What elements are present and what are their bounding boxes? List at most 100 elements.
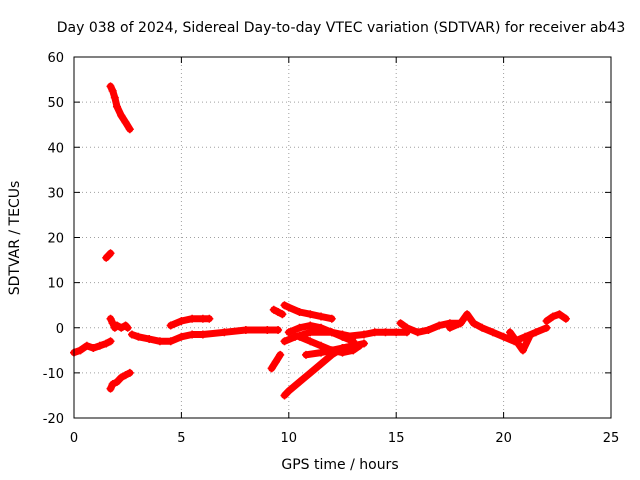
data-point — [125, 368, 134, 377]
data-point — [396, 319, 405, 328]
data-point — [112, 102, 121, 111]
series-arc-19 — [506, 328, 533, 354]
data-point — [456, 319, 465, 328]
data-point — [127, 330, 136, 339]
data-point — [512, 337, 521, 346]
data-point — [274, 326, 283, 335]
data-point — [106, 249, 115, 258]
data-point — [317, 359, 326, 368]
data-point — [188, 314, 197, 323]
data-point — [177, 332, 186, 341]
data-point — [95, 341, 104, 350]
data-point — [110, 93, 119, 102]
data-point — [542, 316, 551, 325]
data-point — [269, 305, 278, 314]
data-point — [317, 323, 326, 332]
y-axis-label: SDTVAR / TECUs — [7, 181, 23, 296]
x-tick-label: 20 — [495, 431, 512, 446]
data-point — [106, 82, 115, 91]
data-point — [123, 323, 132, 332]
y-tick-label: 50 — [47, 96, 64, 111]
grid — [74, 57, 611, 418]
data-point — [177, 316, 186, 325]
y-tick-label: 20 — [47, 232, 64, 247]
data-point — [106, 337, 115, 346]
data-point — [280, 391, 289, 400]
data-point — [106, 314, 115, 323]
x-tick-label: 15 — [388, 431, 405, 446]
y-tick-label: 10 — [47, 277, 64, 292]
data-point — [280, 337, 289, 346]
data-point — [413, 328, 422, 337]
data-point — [549, 312, 558, 321]
data-point — [155, 337, 164, 346]
data-point — [327, 346, 336, 355]
data-point — [317, 341, 326, 350]
data-point — [306, 310, 315, 319]
data-point — [525, 332, 534, 341]
data-point — [121, 371, 130, 380]
data-point — [306, 321, 315, 330]
data-series — [70, 82, 570, 400]
data-point — [359, 339, 368, 348]
data-point — [125, 125, 134, 134]
data-point — [106, 384, 115, 393]
data-point — [463, 310, 472, 319]
series-arc-20 — [543, 310, 570, 325]
data-point — [112, 321, 121, 330]
data-point — [276, 350, 285, 359]
data-point — [555, 310, 564, 319]
data-point — [518, 346, 527, 355]
data-point — [134, 332, 143, 341]
data-point — [220, 328, 229, 337]
data-point — [112, 377, 121, 386]
y-tick-label: 40 — [47, 141, 64, 156]
data-point — [166, 321, 175, 330]
data-point — [284, 386, 293, 395]
data-point — [531, 328, 540, 337]
data-point — [306, 328, 315, 337]
y-tick-label: 60 — [47, 51, 64, 66]
data-point — [424, 326, 433, 335]
data-point — [108, 319, 117, 328]
data-point — [542, 323, 551, 332]
data-point — [241, 326, 250, 335]
data-point — [295, 307, 304, 316]
data-point — [108, 380, 117, 389]
data-point — [338, 332, 347, 341]
data-point — [295, 377, 304, 386]
data-point — [561, 314, 570, 323]
data-point — [117, 373, 126, 382]
data-point — [306, 337, 315, 346]
data-point — [295, 323, 304, 332]
data-point — [349, 341, 358, 350]
data-point — [478, 323, 487, 332]
data-point — [121, 118, 130, 127]
data-point — [506, 328, 515, 337]
y-tick-label: 30 — [47, 186, 64, 201]
data-point — [295, 332, 304, 341]
data-point — [188, 330, 197, 339]
data-point — [327, 314, 336, 323]
data-point — [278, 310, 287, 319]
x-tick-label: 10 — [281, 431, 298, 446]
data-point — [280, 301, 289, 310]
y-tick-label: -10 — [43, 367, 64, 382]
data-point — [271, 357, 280, 366]
data-point — [205, 314, 214, 323]
y-tick-label: 0 — [56, 322, 64, 337]
data-point — [166, 337, 175, 346]
data-point — [274, 307, 283, 316]
data-point — [198, 330, 207, 339]
x-tick-label: 25 — [603, 431, 620, 446]
data-point — [301, 350, 310, 359]
data-point — [359, 330, 368, 339]
data-point — [327, 328, 336, 337]
data-point — [499, 332, 508, 341]
x-axis-label: GPS time / hours — [281, 457, 398, 473]
y-tick-label: -20 — [43, 412, 64, 427]
data-point — [317, 312, 326, 321]
data-point — [370, 328, 379, 337]
data-point — [402, 323, 411, 332]
